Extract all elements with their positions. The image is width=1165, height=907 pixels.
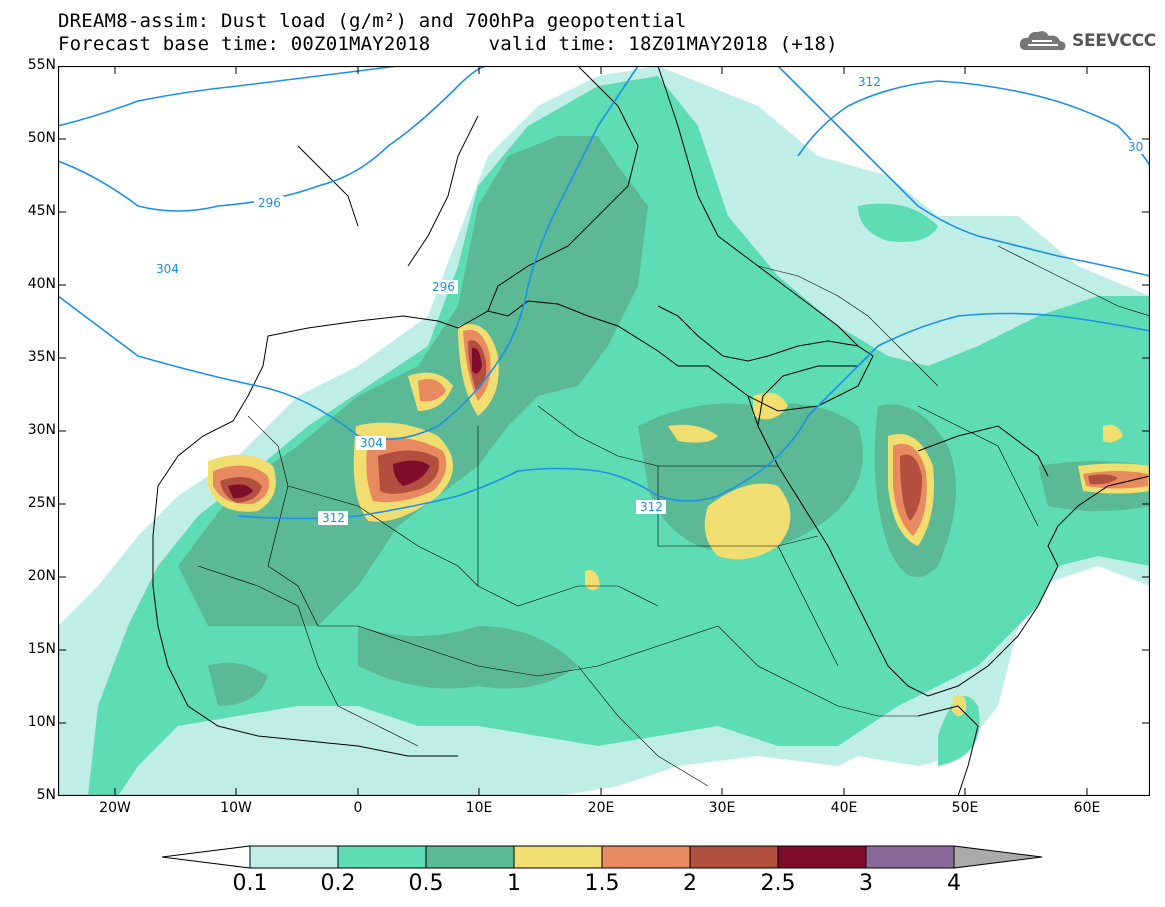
lat-label: 30N bbox=[27, 422, 56, 438]
colorbar-label: 4 bbox=[947, 871, 961, 896]
dust-layer-2-5 bbox=[228, 347, 482, 499]
colorbar-swatch bbox=[425, 845, 515, 869]
lat-label: 10N bbox=[27, 714, 56, 730]
lon-label: 30E bbox=[708, 800, 736, 816]
colorbar-label: 0.2 bbox=[320, 871, 356, 896]
contour-label: 312 bbox=[858, 75, 881, 89]
colorbar-label: 2.5 bbox=[760, 871, 796, 896]
colorbar-label: 1 bbox=[507, 871, 521, 896]
lon-label: 60E bbox=[1073, 800, 1101, 816]
lon-label: 0 bbox=[353, 800, 363, 816]
colorbar-swatch bbox=[865, 845, 955, 869]
lon-label: 20W bbox=[99, 800, 131, 816]
contour-label: 304 bbox=[156, 262, 179, 276]
colorbar-swatch bbox=[249, 845, 339, 869]
lon-label: 40E bbox=[830, 800, 858, 816]
contour-label: 304 bbox=[360, 436, 383, 450]
contour-label: 312 bbox=[322, 511, 345, 525]
colorbar-label: 0.5 bbox=[408, 871, 444, 896]
map-subtitle: Forecast base time: 00Z01MAY2018 valid t… bbox=[58, 33, 838, 55]
contour-label: 296 bbox=[258, 196, 281, 210]
dust-layer-0-2 bbox=[88, 76, 1150, 796]
lat-label: 40N bbox=[27, 276, 56, 292]
cloud-icon bbox=[1019, 31, 1066, 51]
lat-label: 15N bbox=[27, 641, 56, 657]
lon-label: 50E bbox=[951, 800, 979, 816]
geopotential-contours bbox=[58, 66, 1150, 520]
colorbar-label: 2 bbox=[683, 871, 697, 896]
contour-label: 30 bbox=[1128, 140, 1143, 154]
lat-label: 25N bbox=[27, 495, 56, 511]
seevccc-logo: SEEVCCC bbox=[1018, 28, 1156, 54]
colorbar-label: 0.1 bbox=[232, 871, 268, 896]
contour-labels: 296 304 296 312 304 312 312 30 bbox=[152, 75, 1150, 525]
contour-label: 312 bbox=[640, 500, 663, 514]
dust-map: 296 304 296 312 304 312 312 30 bbox=[58, 66, 1150, 796]
colorbar-swatch bbox=[777, 845, 867, 869]
country-borders bbox=[197, 245, 1150, 787]
colorbar-high-arrow bbox=[953, 845, 1042, 869]
colorbar-legend bbox=[162, 845, 1042, 869]
colorbar-swatch bbox=[337, 845, 427, 869]
logo-text: SEEVCCC bbox=[1072, 31, 1156, 51]
lat-label: 55N bbox=[27, 57, 56, 73]
colorbar-label: 1.5 bbox=[584, 871, 620, 896]
lon-label: 10W bbox=[220, 800, 252, 816]
lon-label: 20E bbox=[587, 800, 615, 816]
colorbar-swatch bbox=[689, 845, 779, 869]
colorbar-swatch bbox=[601, 845, 691, 869]
colorbar-low-arrow bbox=[162, 845, 251, 869]
colorbar-label: 3 bbox=[859, 871, 873, 896]
map-title: DREAM8-assim: Dust load (g/m²) and 700hP… bbox=[58, 10, 687, 32]
lat-label: 45N bbox=[27, 203, 56, 219]
lat-label: 20N bbox=[27, 568, 56, 584]
lat-label: 35N bbox=[27, 349, 56, 365]
lon-label: 10E bbox=[465, 800, 493, 816]
lat-label: 5N bbox=[36, 787, 56, 803]
contour-label: 296 bbox=[432, 280, 455, 294]
lat-label: 50N bbox=[27, 130, 56, 146]
tick-marks bbox=[58, 66, 1150, 796]
colorbar-swatch bbox=[513, 845, 603, 869]
